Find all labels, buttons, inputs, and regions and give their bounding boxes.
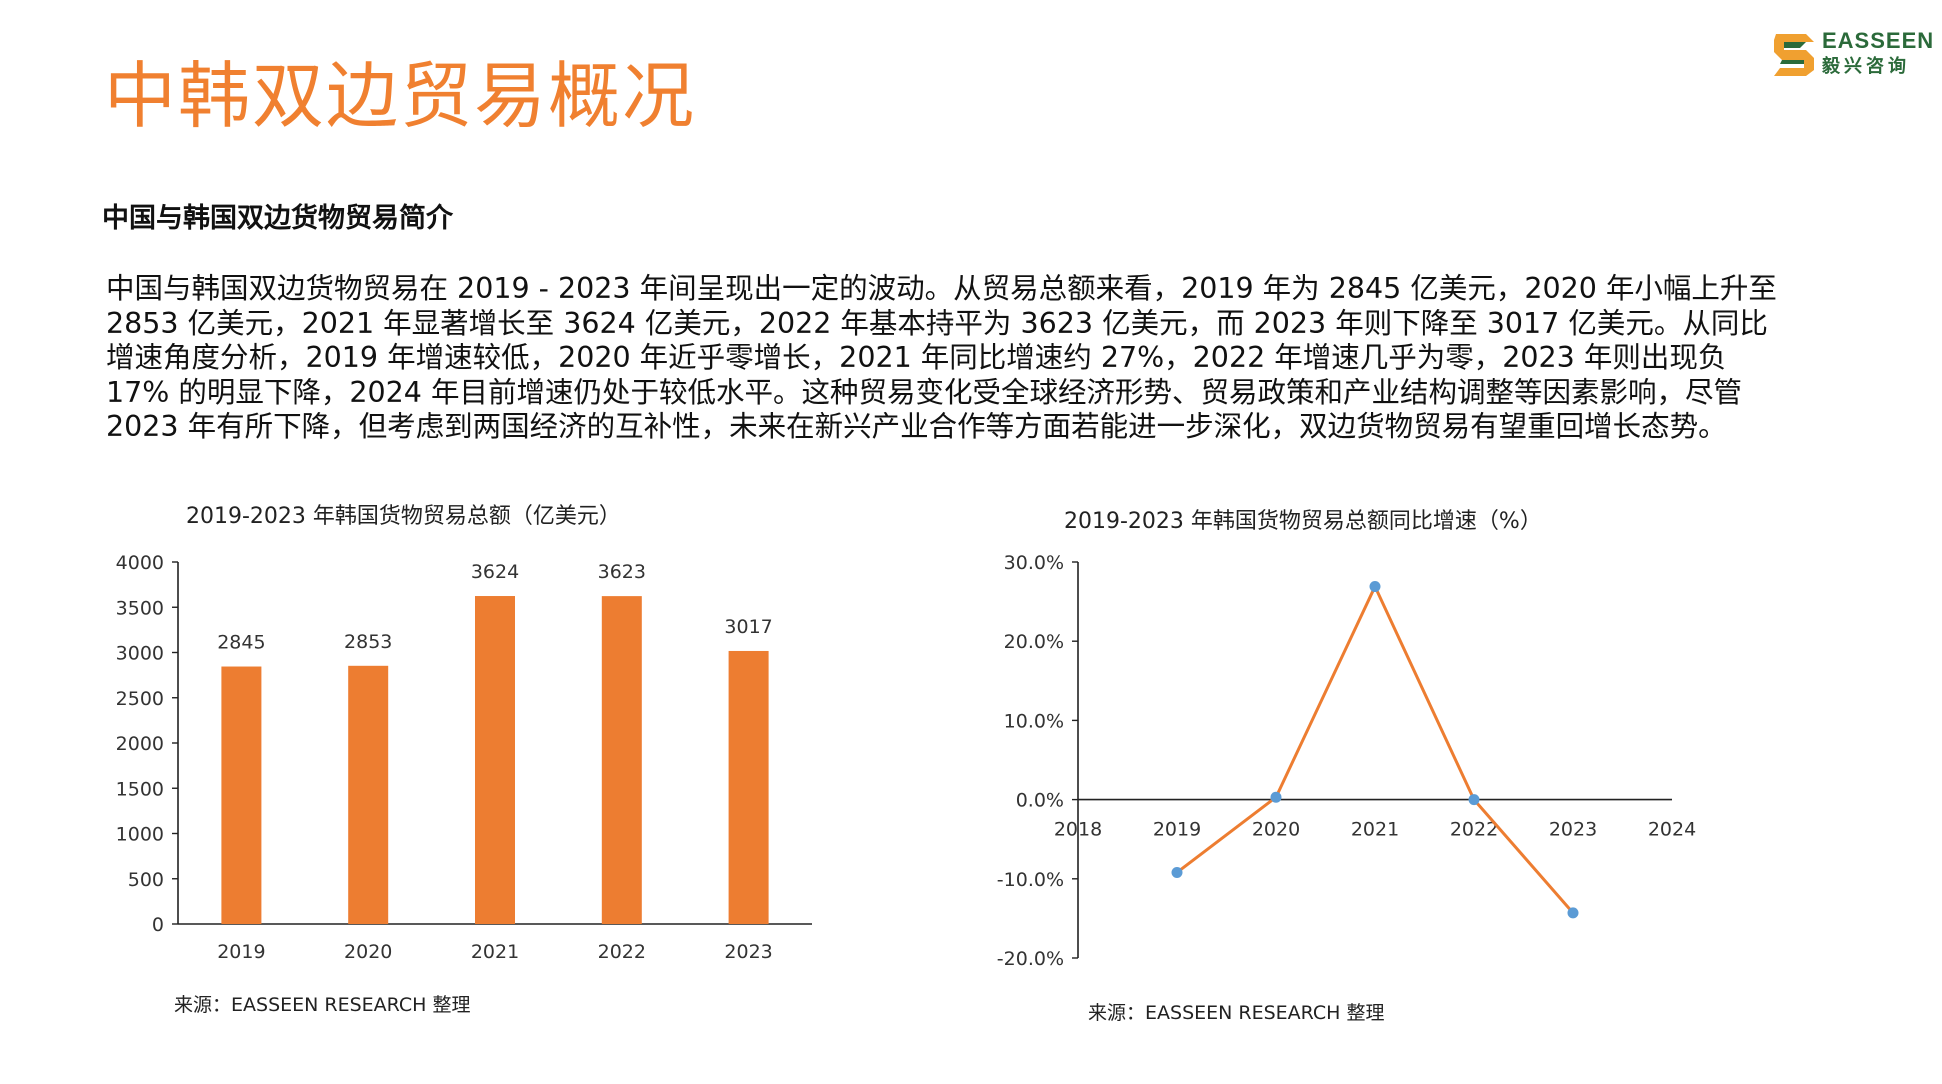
company-logo: EASSEEN 毅兴咨询 [1770, 28, 1933, 78]
line-chart-point [1468, 794, 1480, 806]
bar-chart-x-tick-label: 2023 [724, 941, 772, 963]
line-chart-x-tick-label: 2018 [1054, 819, 1102, 841]
bar-chart-x-tick-label: 2021 [471, 941, 519, 963]
line-chart-y-tick-label: 10.0% [1004, 710, 1064, 732]
bar-chart-data-label: 2845 [217, 632, 265, 654]
line-chart-point [1567, 907, 1579, 919]
bar-chart-bar [601, 596, 642, 924]
line-chart-x-tick-label: 2021 [1351, 819, 1399, 841]
summary-paragraph: 中国与韩国双边货物贸易在 2019 - 2023 年间呈现出一定的波动。从贸易总… [106, 272, 1777, 443]
logo-text-cn: 毅兴咨询 [1822, 56, 1910, 77]
section-title: 中国与韩国双边货物贸易简介 [102, 203, 453, 234]
line-chart-point [1270, 791, 1282, 803]
bar-chart-x-tick-label: 2019 [217, 941, 265, 963]
bar-chart-bar [728, 650, 769, 924]
bar-chart-y-tick-label: 1000 [116, 824, 164, 846]
line-chart-y-tick-label: 0.0% [1016, 790, 1064, 812]
bar-chart-bar [221, 666, 262, 924]
line-chart-y-tick-label: -20.0% [997, 948, 1064, 970]
bar-chart-x-tick-label: 2020 [344, 941, 392, 963]
easseen-logo-icon [1774, 34, 1814, 76]
line-chart-x-tick-label: 2023 [1549, 819, 1597, 841]
bar-chart-y-tick-label: 0 [152, 914, 164, 936]
bar-chart-data-label: 3623 [598, 561, 646, 583]
bar-chart-title: 2019-2023 年韩国货物贸易总额（亿美元） [186, 504, 621, 529]
line-chart-x-tick-label: 2022 [1450, 819, 1498, 841]
bar-chart-bar [348, 665, 389, 924]
line-chart: -20.0% -10.0% 0.0% 10.0% 20.0% 30.0% 2018 2019 2… [997, 552, 1696, 970]
bar-chart: 0 500 1000 1500 2000 2500 3000 3500 4000 2845 2019… [116, 552, 812, 963]
bar-chart-source: 来源：EASSEEN RESEARCH 整理 [174, 994, 471, 1016]
bar-chart-y-tick-label: 1500 [116, 778, 164, 800]
bar-chart-y-tick-label: 3000 [116, 643, 164, 665]
line-chart-x-tick-label: 2019 [1153, 819, 1201, 841]
bar-chart-data-label: 3624 [471, 561, 519, 583]
bar-chart-data-label: 2853 [344, 631, 392, 653]
bar-chart-y-tick-label: 2500 [116, 688, 164, 710]
line-chart-point [1369, 581, 1381, 593]
line-chart-source: 来源：EASSEEN RESEARCH 整理 [1088, 1002, 1385, 1024]
line-chart-series-line [1176, 585, 1575, 914]
bar-chart-y-tick-label: 2000 [116, 733, 164, 755]
bar-chart-y-tick-label: 3500 [116, 597, 164, 619]
logo-text-en: EASSEEN [1822, 28, 1935, 53]
line-chart-y-tick-label: 30.0% [1004, 552, 1064, 574]
line-chart-x-tick-label: 2020 [1252, 819, 1300, 841]
bar-chart-bar [475, 596, 515, 924]
page-title: 中韩双边贸易概况 [104, 54, 697, 138]
bar-chart-x-tick-label: 2022 [598, 941, 646, 963]
bar-chart-y-tick-label: 4000 [116, 552, 164, 574]
bar-chart-data-label: 3017 [724, 616, 772, 638]
line-chart-title: 2019-2023 年韩国货物贸易总额同比增速（%） [1064, 509, 1542, 534]
bar-chart-y-tick-label: 500 [128, 869, 164, 891]
line-chart-point [1171, 866, 1183, 878]
line-chart-x-tick-label: 2024 [1648, 819, 1696, 841]
line-chart-y-tick-label: 20.0% [1004, 631, 1064, 653]
line-chart-y-tick-label: -10.0% [997, 869, 1064, 891]
